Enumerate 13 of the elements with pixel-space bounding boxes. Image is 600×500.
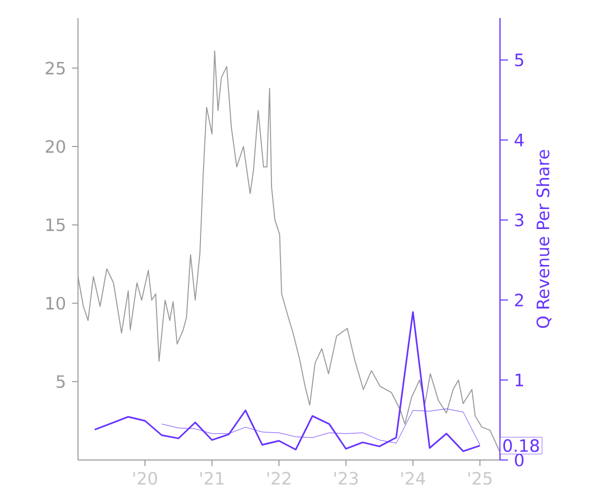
y2-axis-title: Q Revenue Per Share xyxy=(536,150,552,328)
y2-tick-label: 4 xyxy=(514,134,524,146)
text: 0.18 xyxy=(503,439,539,452)
y2-tick-label: 5 xyxy=(515,54,524,66)
y2-tick-label: 0 xyxy=(514,454,524,466)
y-tick-label: 15 xyxy=(46,218,65,232)
y2-tick-label: 1 xyxy=(516,374,524,386)
y-tick-label: 20 xyxy=(46,140,66,153)
y2-tick-label: 3 xyxy=(515,214,524,226)
y-tick-label: 10 xyxy=(46,296,66,310)
y-tick-label: 25 xyxy=(46,62,65,75)
y-tick-label: 5 xyxy=(56,375,65,388)
y2-tick-label: 2 xyxy=(515,294,523,306)
